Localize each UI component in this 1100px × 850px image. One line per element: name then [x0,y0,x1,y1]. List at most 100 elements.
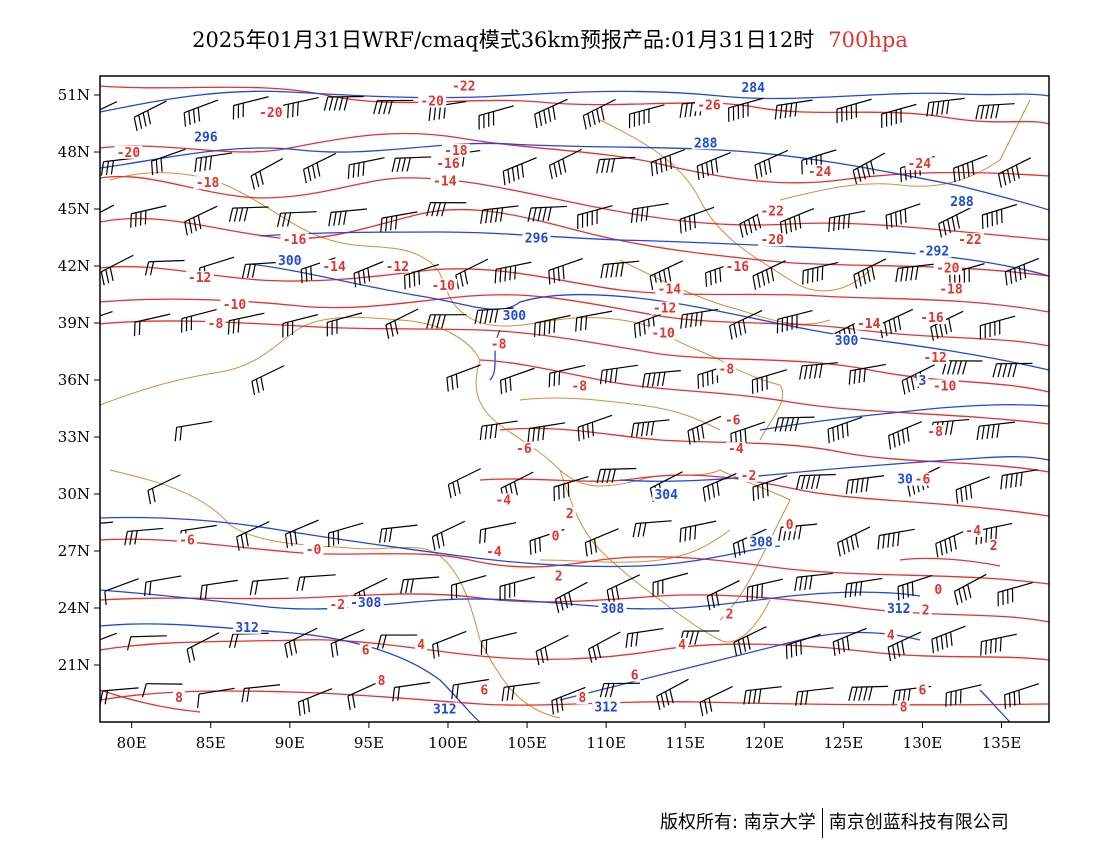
barb-feather [599,370,603,385]
barb-feather [1020,472,1023,487]
barb-feather [1011,167,1016,182]
barb-feather [149,261,155,276]
barb-shaft [853,258,887,276]
barb-feather [733,323,738,338]
barb-feather [333,96,339,111]
barb-shaft [477,307,514,311]
temperature-label-halo [563,506,576,520]
barb-feather [855,478,859,493]
barb-feather [494,423,498,439]
barb-feather [784,103,788,118]
barb-shaft [151,148,186,162]
barb-feather [615,263,619,278]
barb-feather [606,590,611,605]
barb-feather [744,428,747,443]
barb-feather [110,160,115,175]
barb-feather [559,596,564,611]
barb-feather [884,322,888,337]
y-tick-label: 21N [58,656,90,674]
barb-shaft [888,421,923,437]
wind-barb [881,103,917,128]
barb-feather [538,112,543,127]
wind-barb [848,363,887,385]
wind-barb [795,687,834,706]
barb-feather [702,373,704,388]
barb-shaft [978,103,1015,107]
barb-shaft [729,309,763,327]
barb-feather [1002,363,1008,378]
barb-feather [664,156,668,171]
barb-shaft [933,418,970,424]
barb-feather [971,161,975,176]
y-tick-label: 36N [58,371,90,389]
wind-barb [848,685,889,702]
barb-feather [451,375,454,390]
barb-feather [947,219,952,234]
barb-feather [651,372,656,387]
wind-barb [955,476,990,504]
barb-shaft [548,257,583,272]
barb-feather [997,173,1002,188]
wind-barb [754,149,789,179]
barb-feather [540,649,544,663]
barb-feather [985,105,990,119]
barb-feather [955,690,957,705]
barb-shaft [754,149,789,166]
barb-feather [888,320,893,335]
wind-barb [282,96,319,120]
barb-feather [946,100,950,115]
barb-feather [980,641,983,656]
wind-barb [478,105,514,130]
height-label-halo [347,596,384,610]
barb-feather [669,689,674,703]
barb-feather [538,537,541,552]
temperature-label-halo [320,259,349,273]
barb-shaft [535,314,571,324]
barb-shaft [886,203,921,216]
temperature-label: -16 [283,233,307,248]
barb-shaft [555,581,588,600]
barb-feather [711,483,716,498]
barb-feather [284,533,289,548]
barb-feather [338,96,344,111]
temperature-label-halo [925,425,946,439]
temperature-label: -20 [760,233,784,248]
barb-feather [809,575,813,590]
barb-shaft [303,152,337,170]
wind-barb [599,682,640,698]
wind-barb [144,259,185,276]
wind-barb [432,630,467,659]
temperature-label-halo [513,442,534,456]
barb-feather [499,380,503,395]
temperature-label: 4 [678,638,686,653]
barb-feather [650,421,655,436]
wind-barb [400,576,440,594]
temperature-label: -22 [958,233,981,248]
barb-feather [620,262,624,277]
wind-barb [451,678,489,700]
barb-feather [484,425,488,440]
wind-barb [378,524,418,543]
barb-feather [391,158,396,173]
wind-barb [837,526,871,557]
temperature-label: -18 [444,144,468,159]
barb-feather [447,484,452,499]
barb-feather [926,102,930,117]
temperature-label-halo [916,683,929,697]
wind-barbs [100,95,1040,717]
barb-feather [756,273,761,288]
barb-feather [605,263,609,278]
barb-shaft [455,258,489,276]
barb-feather [687,430,691,445]
barb-feather [553,163,558,178]
temperature-label-halo [483,544,504,558]
barb-shaft [938,207,972,225]
barb-feather [362,161,365,176]
temperature-label-halo [493,493,514,507]
barb-feather [863,368,866,383]
barb-feather [227,320,230,335]
barb-shaft [881,103,917,115]
barb-feather [810,475,816,489]
barb-feather [534,539,537,554]
temperature-label-halo [114,145,143,159]
